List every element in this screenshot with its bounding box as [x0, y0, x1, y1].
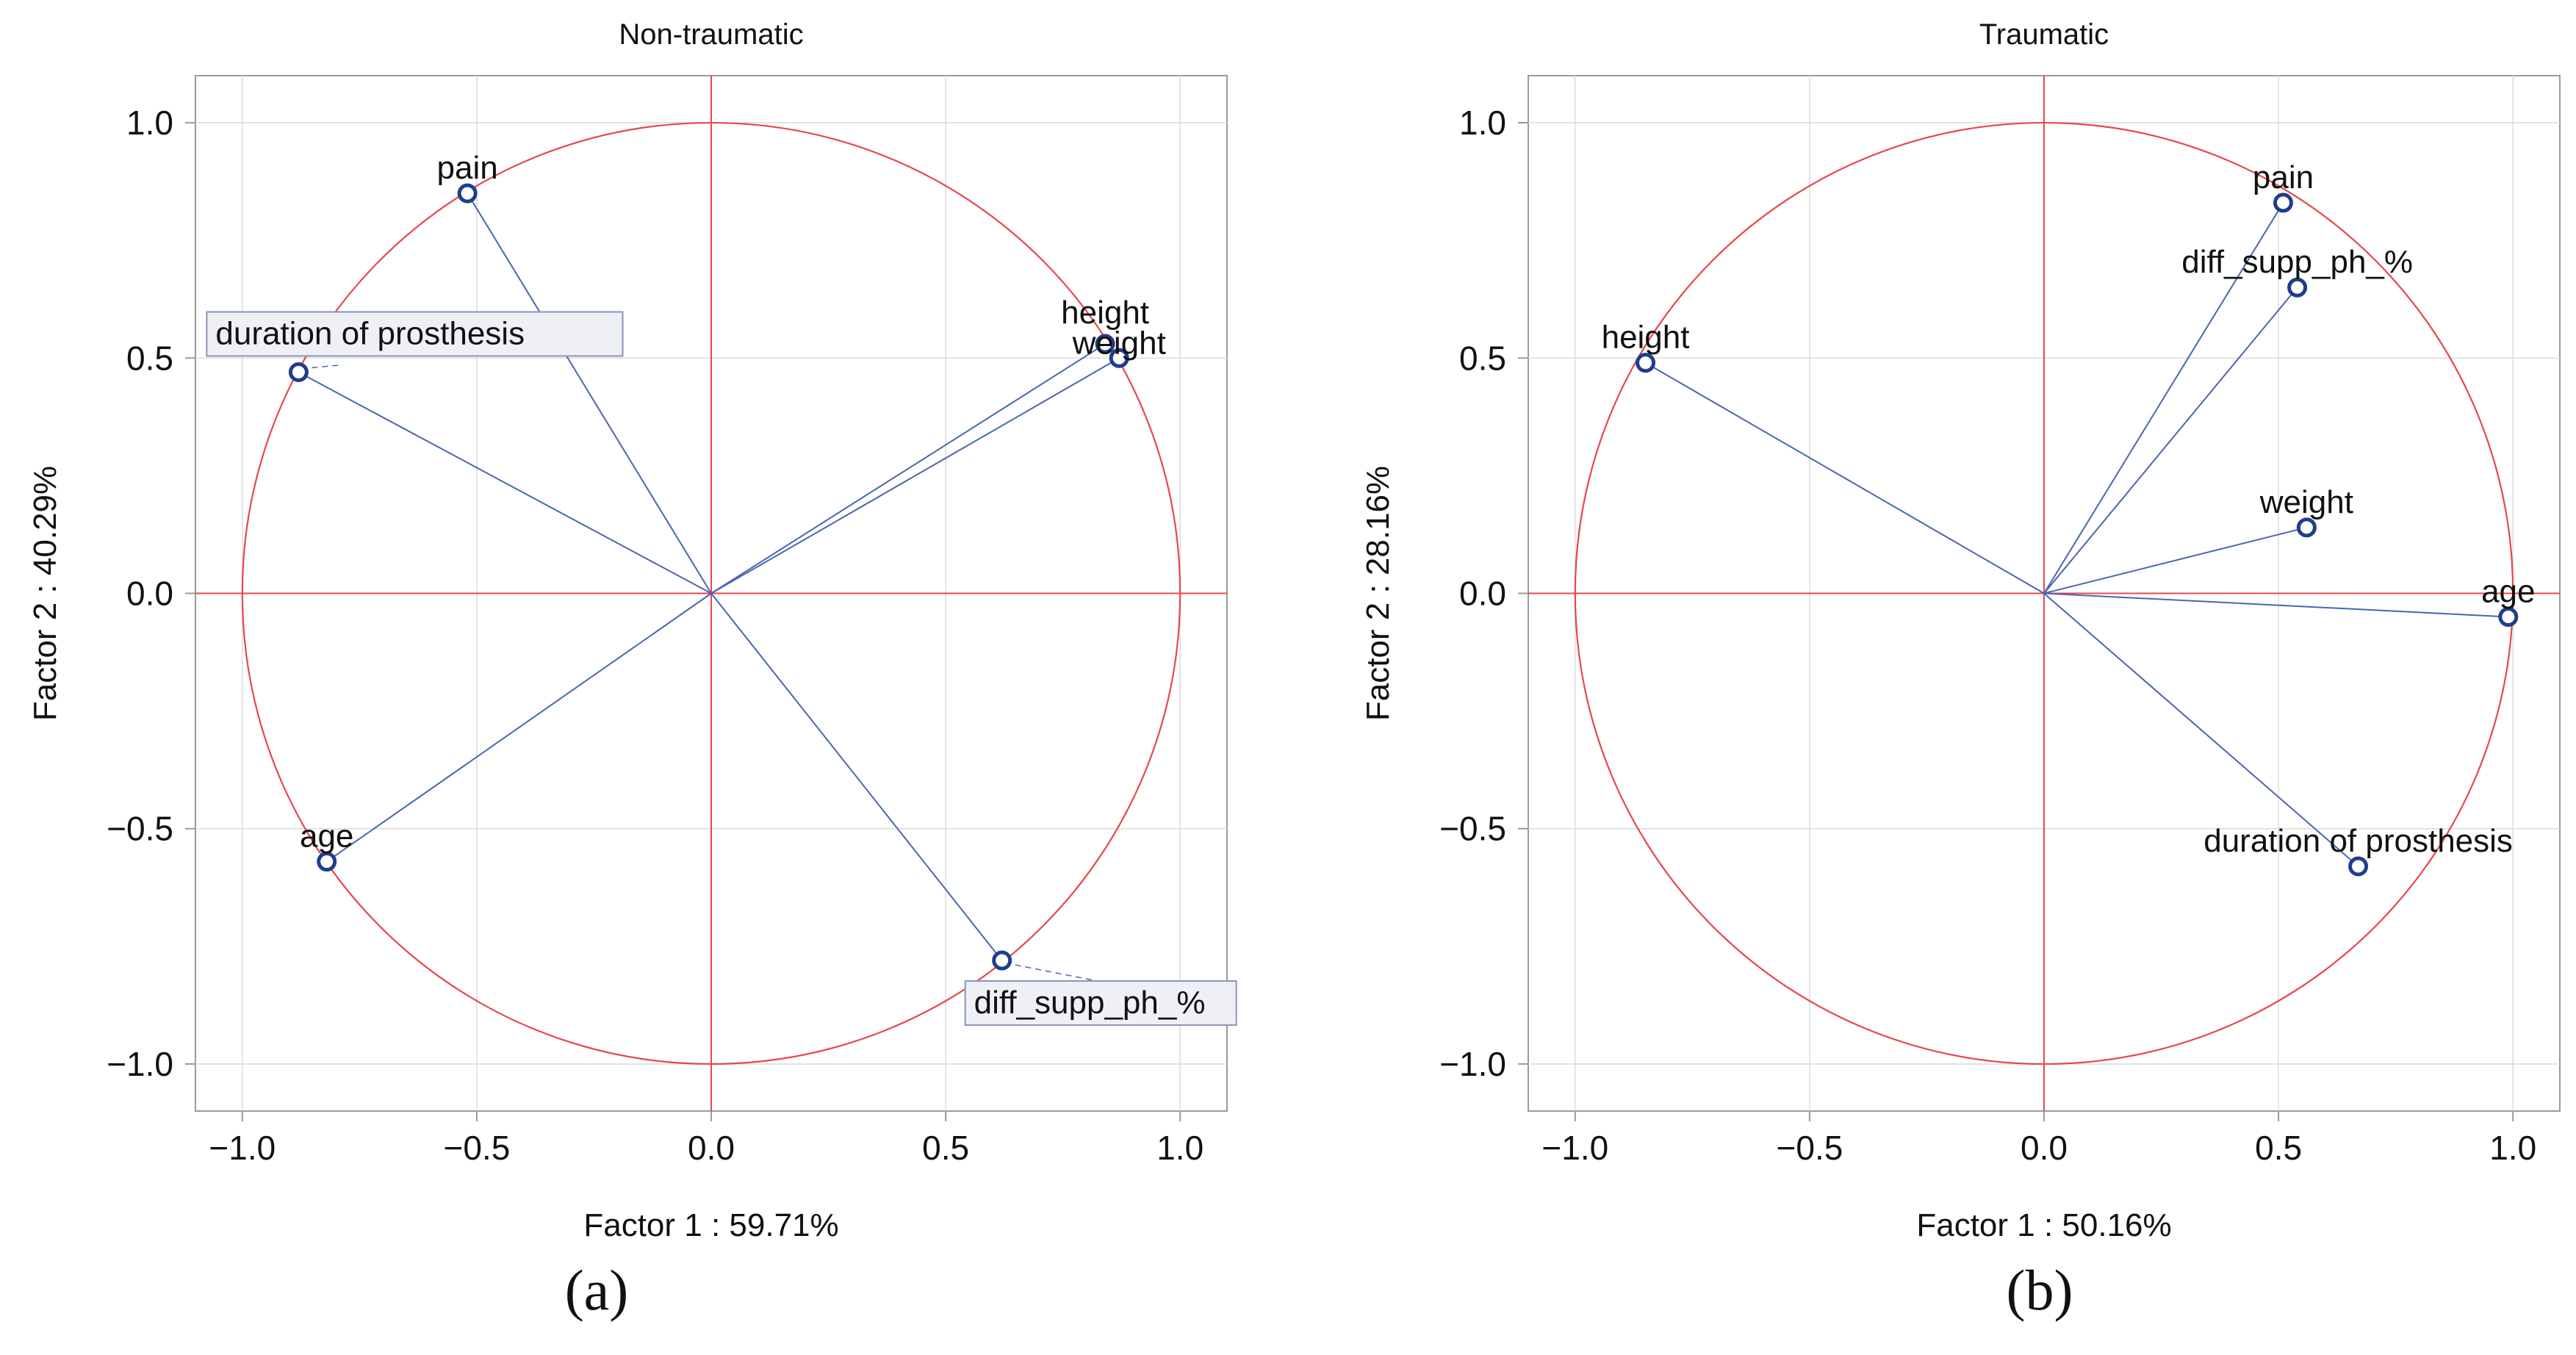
point-label-box [206, 311, 624, 357]
panel-letter: (a) [565, 1258, 629, 1322]
chart-title: Non-traumatic [619, 18, 803, 51]
y-tick-label: 0.0 [1459, 575, 1506, 613]
loading-point [1095, 334, 1115, 354]
loading-vector [298, 371, 712, 594]
loading-point [2287, 277, 2308, 298]
point-label: pain [437, 150, 498, 186]
loading-vector [2043, 592, 2508, 618]
unit-circle [1574, 121, 2514, 1065]
x-tick-label: 0.5 [922, 1129, 969, 1167]
loading-point [2498, 607, 2519, 628]
panel-b: −1.0 −0.5 0.0 0.5 1.0 −1.0 −0.5 0.0 0.5 1.0 Trauma… [1360, 18, 2561, 1322]
loading-point [457, 183, 478, 204]
y-tick-label: −0.5 [107, 810, 173, 848]
loading-point [288, 362, 309, 382]
label-leader-line [312, 364, 343, 369]
loading-vector [467, 193, 712, 594]
x-axis-label: Factor 1 : 59.71% [583, 1207, 838, 1243]
panel-letter: (b) [2007, 1258, 2073, 1322]
x-tick-label: −0.5 [444, 1129, 511, 1167]
point-label: diff_supp_ph_% [974, 985, 1206, 1021]
y-tick-label: −1.0 [1439, 1045, 1506, 1083]
y-tick-label: −1.0 [107, 1045, 173, 1083]
y-axis-label: Factor 2 : 28.16% [1360, 466, 1396, 721]
point-label: duration of prosthesis [215, 315, 525, 351]
point-label: height [1061, 295, 1149, 331]
loading-vector [326, 592, 712, 863]
x-tick-label: −0.5 [1777, 1129, 1843, 1167]
chart-title: Traumatic [1979, 18, 2109, 51]
loading-point [2296, 517, 2317, 538]
y-tick-label: 0.5 [126, 339, 173, 377]
x-tick-label: 0.5 [2255, 1129, 2302, 1167]
x-axis-label: Factor 1 : 50.16% [1916, 1207, 2171, 1243]
loading-vector [2043, 526, 2307, 594]
point-label: diff_supp_ph_% [2181, 244, 2413, 280]
label-leader-line [1015, 964, 1105, 983]
loading-vector [710, 357, 1120, 594]
point-label: weight [2259, 484, 2353, 520]
panel-a: −1.0 −0.5 0.0 0.5 1.0 −1.0 −0.5 0.0 0.5 1.0 Non-tr… [27, 18, 1237, 1322]
loading-point [2273, 193, 2293, 213]
point-label: height [1602, 320, 1690, 356]
unit-circle [241, 121, 1181, 1065]
point-label: weight [1072, 325, 1166, 361]
loading-vector [2043, 202, 2284, 594]
y-tick-label: 1.0 [1459, 104, 1506, 142]
loading-vector [2043, 287, 2298, 594]
loading-vector [1645, 362, 2045, 594]
x-tick-label: 0.0 [2021, 1129, 2068, 1167]
loading-vector [710, 592, 1003, 961]
point-label-box [964, 980, 1237, 1027]
x-tick-label: 1.0 [1156, 1129, 1204, 1167]
y-tick-label: −0.5 [1439, 810, 1506, 848]
x-tick-label: 0.0 [688, 1129, 735, 1167]
point-label: age [2481, 574, 2535, 610]
loading-vector [710, 343, 1106, 594]
x-tick-label: 1.0 [2489, 1129, 2536, 1167]
loading-vector [2043, 592, 2359, 867]
point-label: pain [2253, 159, 2314, 195]
y-tick-label: 0.5 [1459, 339, 1506, 377]
y-tick-label: 0.0 [126, 575, 173, 613]
point-label: age [300, 819, 353, 855]
loading-point [317, 852, 337, 872]
loading-point [2348, 856, 2369, 877]
loading-point [1636, 353, 1656, 373]
x-tick-label: −1.0 [1541, 1129, 1608, 1167]
y-tick-label: 1.0 [126, 104, 173, 142]
y-axis-label: Factor 2 : 40.29% [27, 466, 63, 721]
loading-point [992, 950, 1012, 971]
x-tick-label: −1.0 [209, 1129, 276, 1167]
point-label: duration of prosthesis [2203, 823, 2513, 859]
loading-point [1109, 348, 1129, 368]
